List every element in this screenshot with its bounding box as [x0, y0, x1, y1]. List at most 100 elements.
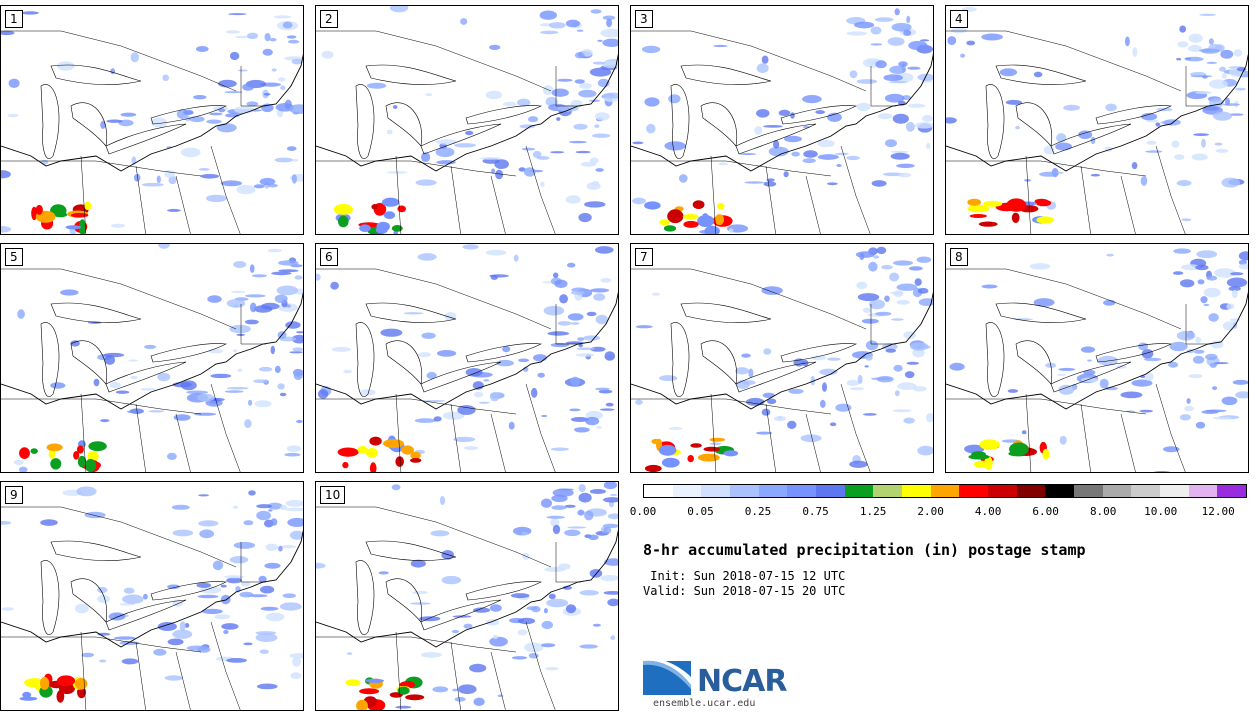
map-line — [365, 64, 457, 85]
precip-blob — [557, 78, 573, 82]
precip-blob — [580, 161, 597, 167]
precip-blob — [256, 510, 271, 521]
map-line — [765, 165, 776, 234]
precip-blob — [600, 278, 612, 283]
precip-blob — [659, 375, 678, 382]
precip-blob — [756, 63, 769, 74]
member-map — [631, 246, 933, 472]
precip-blob — [128, 359, 138, 362]
precip-blob — [565, 195, 581, 204]
precip-blob — [1190, 75, 1213, 78]
precip-blob — [290, 672, 302, 680]
precip-blob — [1192, 355, 1205, 364]
map-line — [355, 322, 375, 397]
colorbar-segment — [873, 485, 903, 497]
precip-blob — [130, 375, 138, 380]
precip-blob — [208, 348, 224, 354]
precip-blob — [664, 141, 686, 151]
precip-blob — [1238, 263, 1248, 270]
precip-blob — [380, 328, 403, 337]
precip-blob — [889, 272, 900, 282]
precip-blob — [209, 112, 223, 116]
map-line — [985, 322, 1005, 397]
precip-blob — [473, 607, 491, 613]
precip-blob — [903, 417, 915, 424]
precip-blob — [491, 168, 496, 174]
precip-blob — [604, 558, 618, 566]
precip-blob — [849, 460, 868, 468]
heavy-precip-blob — [410, 458, 422, 463]
heavy-precip-blob — [371, 204, 379, 210]
precip-blob — [226, 658, 248, 663]
precip-blob — [569, 408, 581, 412]
precip-blob — [439, 496, 446, 505]
map-line — [995, 302, 1087, 323]
precip-blob — [415, 179, 437, 186]
precip-blob — [229, 51, 240, 61]
precip-blob — [854, 21, 875, 29]
precip-blob — [1055, 142, 1072, 151]
precip-blob — [465, 368, 483, 377]
heavy-precip-blob — [703, 446, 720, 452]
precip-blob — [610, 635, 616, 640]
precip-blob — [766, 178, 775, 182]
heavy-precip-blob — [723, 450, 739, 457]
heavy-precip-blob — [359, 688, 380, 695]
map-line — [1080, 165, 1091, 234]
precip-blob — [1087, 359, 1092, 362]
precip-blob — [199, 529, 215, 539]
map-line — [555, 542, 581, 583]
precip-blob — [1029, 263, 1051, 270]
map-line — [80, 631, 87, 710]
heavy-precip-blob — [376, 221, 390, 232]
heavy-precip-blob — [397, 205, 406, 213]
precip-blob — [1155, 122, 1161, 127]
precip-blob — [889, 65, 906, 74]
precip-blob — [225, 30, 240, 34]
map-line — [946, 160, 1147, 177]
precip-blob — [282, 21, 293, 29]
member-map — [946, 248, 1248, 472]
precip-blob — [236, 184, 256, 195]
heavy-precip-blob — [56, 690, 65, 703]
member-label: 2 — [320, 10, 338, 28]
precip-blob — [172, 529, 194, 537]
precip-blob — [1213, 111, 1232, 121]
precip-blob — [122, 594, 144, 604]
heavy-precip-blob — [968, 454, 990, 460]
precip-blob — [267, 183, 278, 188]
precip-blob — [908, 266, 923, 271]
heavy-precip-blob — [983, 200, 1003, 207]
map-line — [70, 340, 108, 385]
member-panel-6: 6 — [315, 243, 619, 473]
precip-blob — [126, 410, 142, 414]
precip-blob — [17, 309, 25, 319]
precip-blob — [964, 444, 985, 454]
member-panel-7: 7 — [630, 243, 934, 473]
colorbar-segment — [672, 485, 702, 497]
precip-blob — [253, 184, 265, 189]
precip-blob — [558, 488, 574, 491]
precip-blob — [521, 147, 536, 151]
precip-blob — [267, 248, 282, 253]
precip-blob — [13, 459, 24, 465]
precip-blob — [539, 10, 557, 20]
heavy-precip-blob — [365, 448, 378, 458]
map-line — [946, 291, 1248, 410]
heavy-precip-blob — [56, 675, 76, 687]
precip-blob — [528, 116, 539, 123]
precip-blob — [1208, 313, 1219, 322]
precip-blob — [426, 371, 437, 380]
precip-blob — [1180, 279, 1195, 288]
precip-blob — [543, 305, 565, 316]
precip-blob — [1220, 49, 1234, 59]
precip-blob — [268, 509, 273, 512]
map-line — [1, 53, 303, 172]
precip-blob — [226, 386, 249, 390]
precip-blob — [278, 545, 283, 552]
precip-blob — [452, 688, 458, 692]
heavy-precip-blob — [383, 211, 396, 220]
map-line — [316, 506, 552, 568]
map-line — [1095, 105, 1173, 125]
map-line — [680, 64, 772, 85]
